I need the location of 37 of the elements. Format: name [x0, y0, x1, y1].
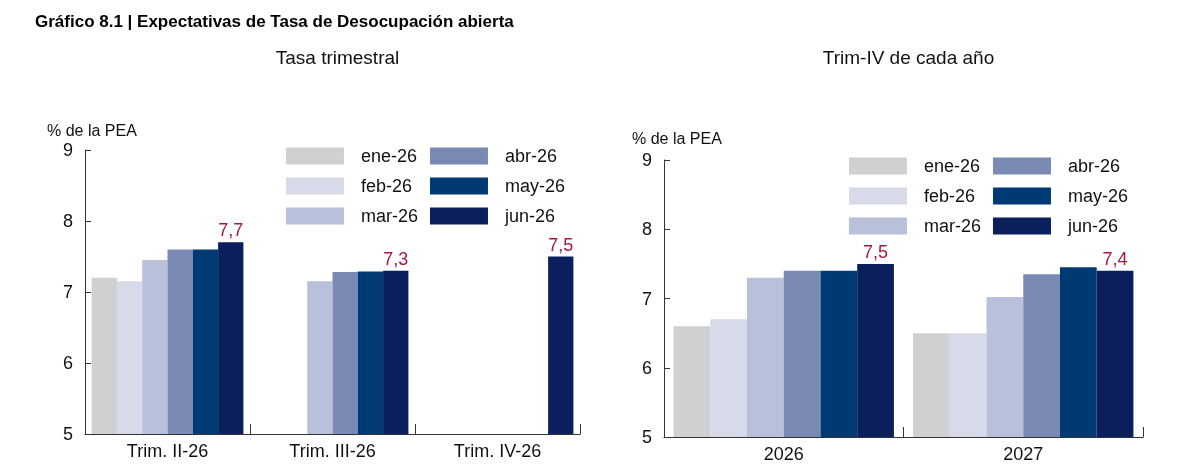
y-tick-label: 6: [62, 353, 73, 373]
legend-label: may-26: [1067, 186, 1129, 206]
legend-label: feb-26: [360, 176, 413, 196]
legend-label: abr-26: [1067, 156, 1121, 176]
y-tick-label: 6: [641, 357, 652, 378]
chart-subtitle: Tasa trimestral: [275, 47, 400, 68]
legend-label: jun-26: [1066, 216, 1119, 236]
y-tick-label: 7: [641, 288, 652, 309]
x-tick-label: 2027: [1003, 444, 1044, 464]
legend-label: feb-26: [923, 186, 976, 206]
y-tick-label: 8: [62, 211, 73, 231]
chart-subtitle: Trim-IV de cada año: [822, 47, 995, 68]
legend-label: jun-26: [503, 206, 556, 226]
data-label: 7,3: [383, 248, 409, 269]
legend-label: mar-26: [360, 206, 418, 226]
legend-label: may-26: [504, 176, 566, 196]
data-label: 7,5: [863, 241, 889, 262]
y-tick-label: 8: [641, 219, 652, 240]
data-label: 7,4: [1102, 248, 1128, 269]
y-tick-label: 7: [62, 282, 73, 302]
y-tick-label: 9: [641, 150, 652, 170]
y-tick-label: 5: [62, 424, 73, 444]
legend-label: ene-26: [923, 156, 981, 176]
x-tick-label: Trim. IV-26: [453, 441, 542, 461]
data-label: 7,7: [218, 220, 244, 241]
legend-label: ene-26: [360, 146, 418, 166]
x-tick-label: Trim. III-26: [289, 441, 376, 461]
y-tick-label: 5: [641, 427, 652, 447]
y-axis-title: % de la PEA: [47, 121, 138, 139]
legend-label: abr-26: [504, 146, 558, 166]
y-axis-title: % de la PEA: [632, 129, 723, 147]
legend-label: mar-26: [923, 216, 981, 236]
x-tick-label: 2026: [763, 444, 804, 464]
x-tick-label: Trim. II-26: [126, 441, 209, 461]
y-tick-label: 9: [62, 140, 73, 160]
chart-title: Gráfico 8.1 | Expectativas de Tasa de Desocupación abierta: [35, 12, 515, 31]
data-label: 7,5: [548, 234, 574, 255]
